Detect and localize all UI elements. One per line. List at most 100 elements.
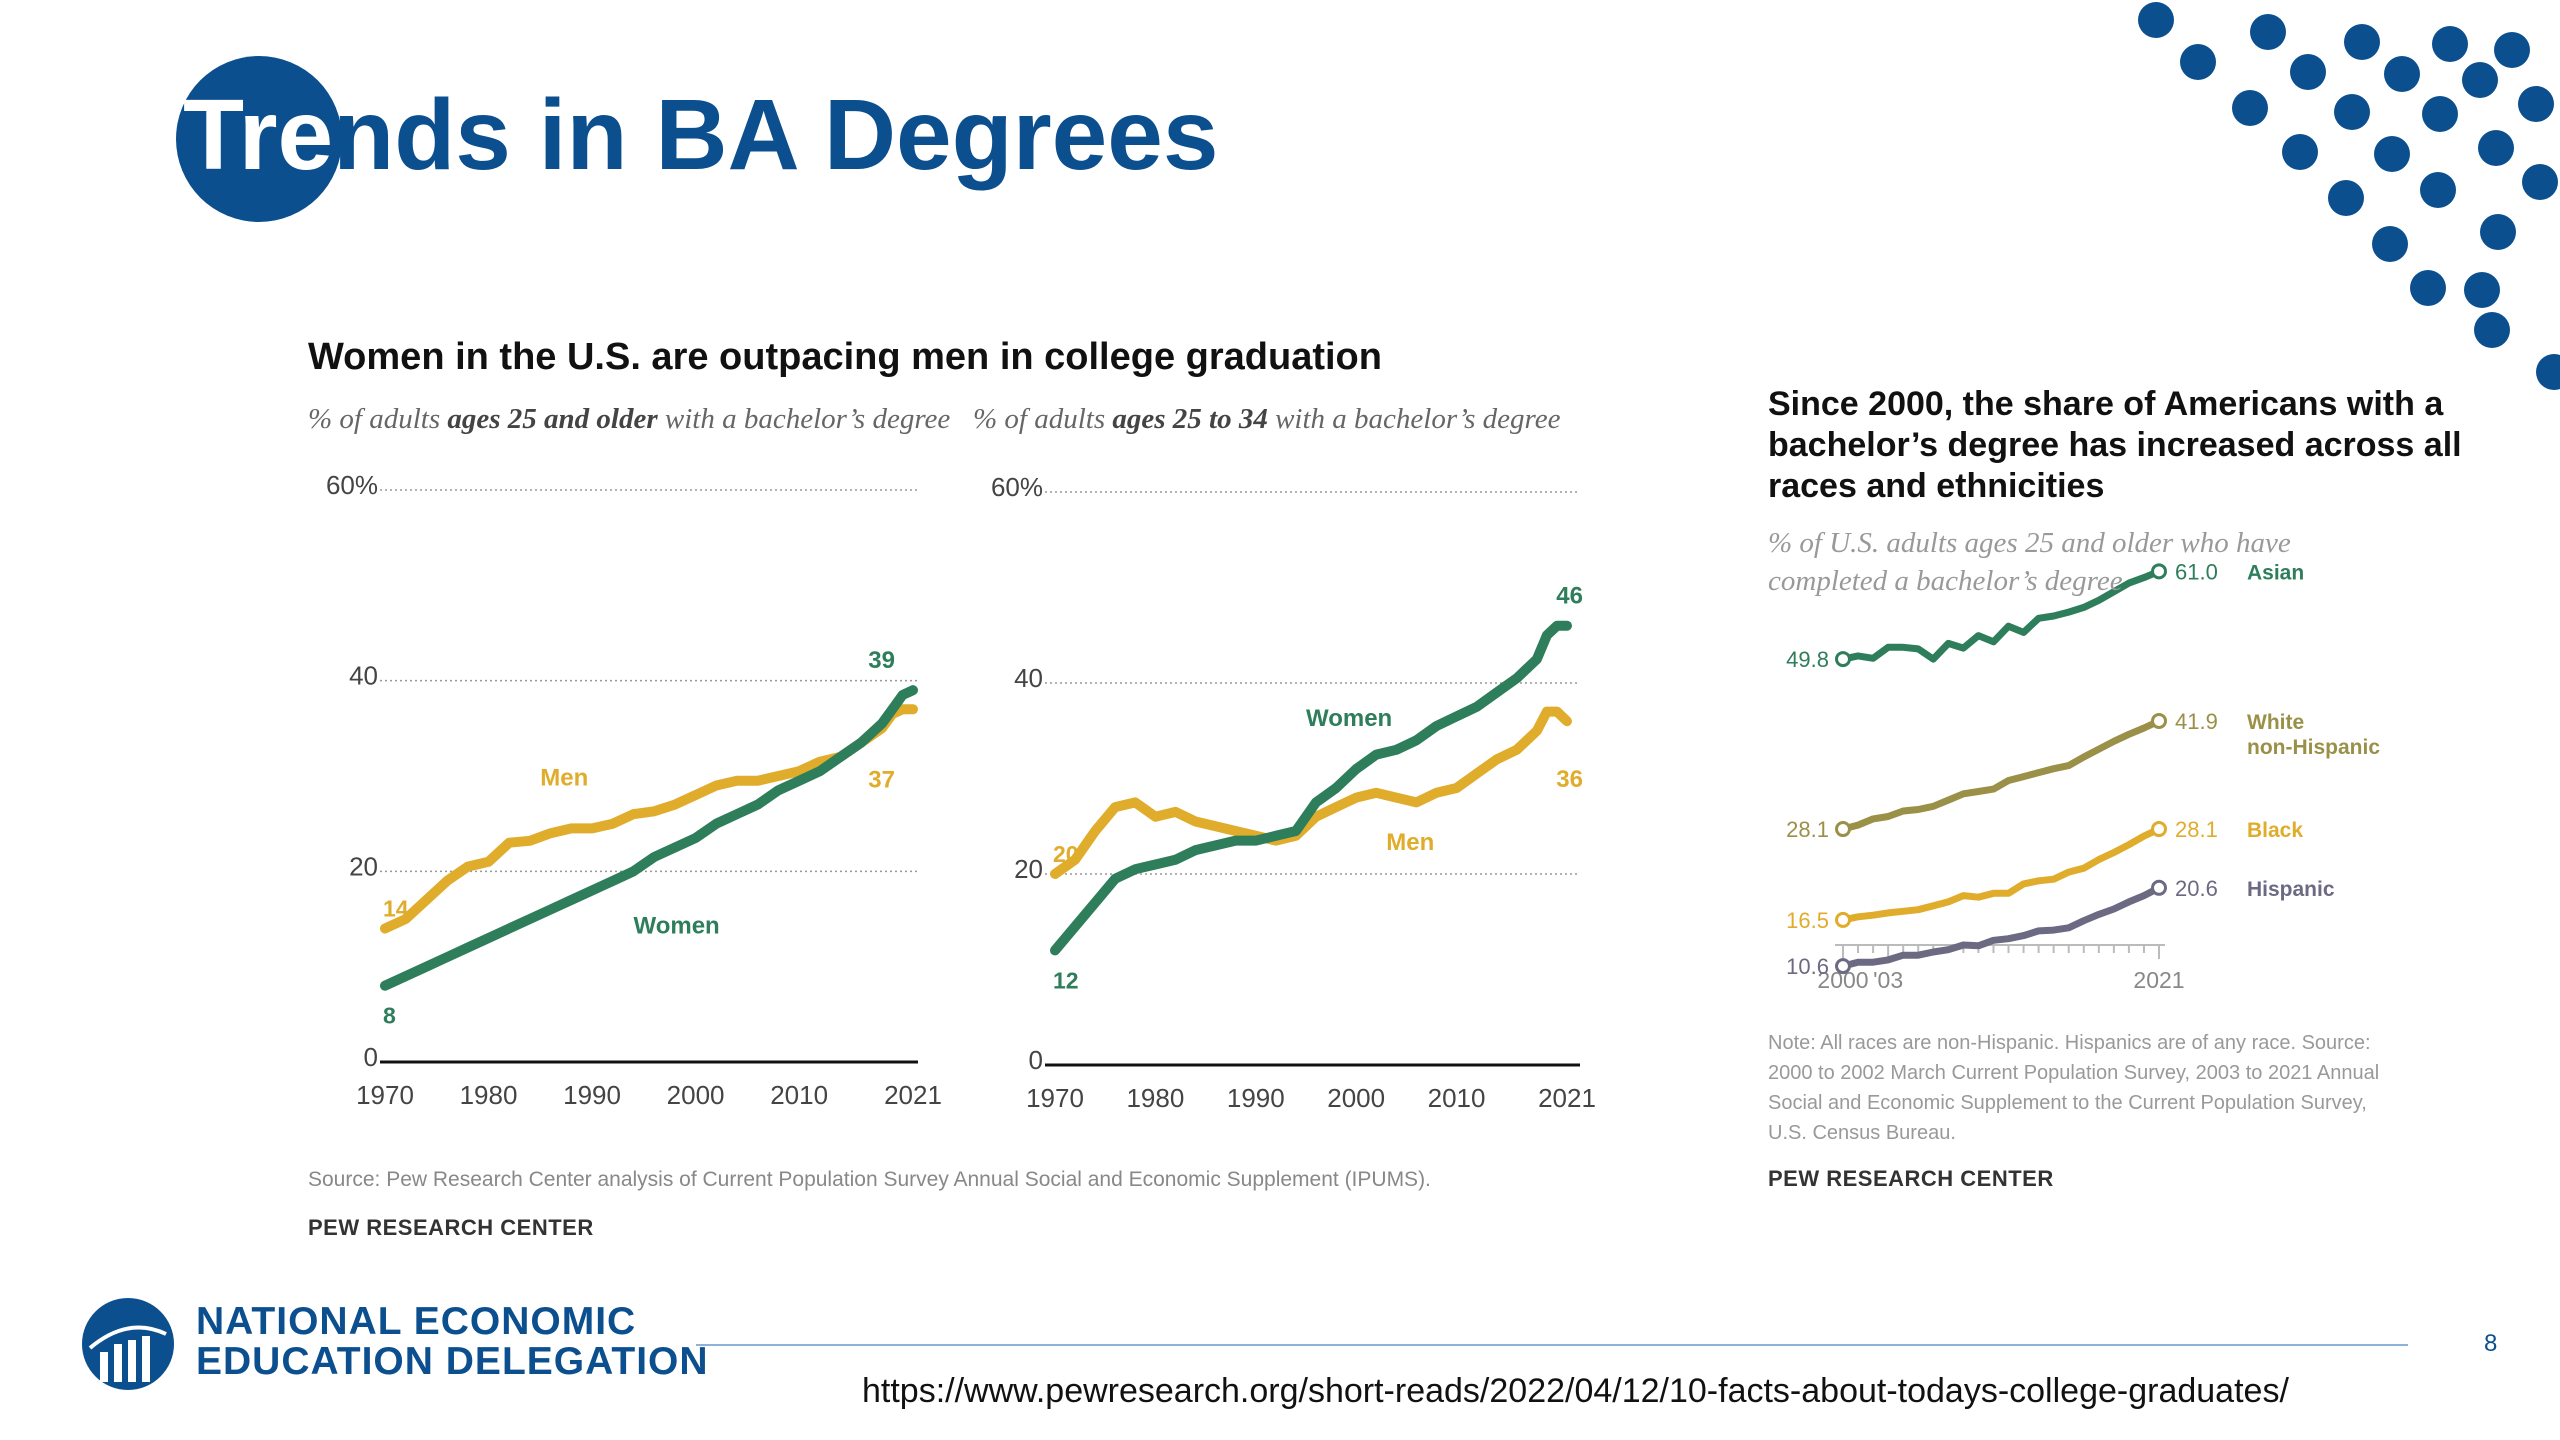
decor-dot-12 bbox=[2422, 96, 2458, 132]
chart2-men-start-label: 20 bbox=[1053, 841, 1079, 867]
chart2-subtitle-pre: % of adults bbox=[973, 403, 1113, 435]
decor-dot-19 bbox=[2480, 214, 2516, 250]
chart2-x-tick-label: 2010 bbox=[1428, 1083, 1486, 1113]
source-url-link[interactable]: https://www.pewresearch.org/short-reads/… bbox=[862, 1372, 2289, 1410]
chart3-white-non-hispanic-name-line2: non-Hispanic bbox=[2247, 736, 2380, 759]
right-chart-title: Since 2000, the share of Americans with … bbox=[1768, 385, 2462, 505]
chart2-x-tick-label: 1980 bbox=[1126, 1083, 1184, 1113]
chart2-x-tick-label: 2021 bbox=[1538, 1083, 1596, 1113]
chart1-subtitle: % of adults ages 25 and older with a bac… bbox=[308, 403, 950, 436]
chart3-series-white-non-hispanic-line bbox=[1842, 717, 2161, 833]
left-chart-title: Women in the U.S. are outpacing men in c… bbox=[308, 336, 1382, 378]
chart2-subtitle: % of adults ages 25 to 34 with a bachelo… bbox=[973, 403, 1561, 436]
chart2-women-end-label: 46 bbox=[1556, 583, 1583, 610]
chart3-series-black-line bbox=[1842, 825, 2161, 924]
chart3-white-non-hispanic-name-line1: White bbox=[2247, 711, 2304, 734]
right-chart-subtitle: % of U.S. adults ages 25 and older who h… bbox=[1768, 527, 2291, 597]
chart1-x-tick-label: 2000 bbox=[667, 1080, 725, 1110]
decor-dot-23 bbox=[2474, 312, 2510, 348]
chart3-x-tick-label: '03 bbox=[1873, 967, 1903, 993]
chart2-x-tick-label: 1970 bbox=[1026, 1083, 1084, 1113]
right-chart-note: Note: All races are non-Hispanic. Hispan… bbox=[1768, 1032, 2380, 1144]
chart2-series-women-line bbox=[1050, 620, 1572, 956]
slide-title: Trends in BA Degrees bbox=[183, 70, 1219, 200]
decor-dot-20 bbox=[2372, 226, 2408, 262]
chart3-black-end-label: 28.1 bbox=[2175, 817, 2218, 842]
footer-divider bbox=[696, 1344, 2408, 1346]
decor-dot-13 bbox=[2478, 130, 2514, 166]
chart1-series-men-line bbox=[380, 704, 918, 934]
decor-dot-10 bbox=[2232, 90, 2268, 126]
decor-dot-14 bbox=[2282, 134, 2318, 170]
chart3-white-non-hispanic-end-label: 41.9 bbox=[2175, 709, 2218, 734]
chart3-hispanic-end-label: 20.6 bbox=[2175, 876, 2218, 901]
organization-name: NATIONAL ECONOMIC EDUCATION DELEGATION bbox=[196, 1302, 709, 1382]
chart3-x-tick-label: 2000 bbox=[1817, 967, 1868, 993]
chart2-subtitle-bold: ages 25 to 34 bbox=[1112, 403, 1268, 435]
chart3-asian-start-marker bbox=[1835, 651, 1851, 668]
decor-dot-1 bbox=[2250, 14, 2286, 50]
chart3-hispanic-name-label: Hispanic bbox=[2247, 878, 2335, 901]
decor-dot-2 bbox=[2344, 24, 2380, 60]
chart2-y-tick-label: 20 bbox=[1014, 854, 1043, 884]
chart-2-group: 0 20 40 60% 1970 1980 1990 2000 2010 2021 20 12 36 46… bbox=[991, 472, 1596, 1113]
decor-dot-21 bbox=[2464, 272, 2500, 308]
decor-dot-3 bbox=[2432, 26, 2468, 62]
chart-1-group: 0 20 40 60% 1970 1980 1990 2000 2010 2021 14 8 37 39 M… bbox=[326, 470, 942, 1110]
chart1-subtitle-bold: ages 25 and older bbox=[447, 403, 658, 435]
chart1-x-tick-label: 1980 bbox=[460, 1080, 518, 1110]
chart1-women-series-label: Women bbox=[633, 912, 719, 939]
chart1-subtitle-post: with a bachelor’s degree bbox=[657, 403, 951, 435]
chart3-x-tick-label: 2021 bbox=[2133, 967, 2184, 993]
chart1-women-end-label: 39 bbox=[868, 647, 895, 674]
chart1-y-tick-label: 0 bbox=[364, 1042, 378, 1072]
chart3-white-non-hispanic-start-marker bbox=[1835, 821, 1851, 838]
chart3-white-non-hispanic-end-marker bbox=[2151, 712, 2167, 729]
chart2-x-tick-label: 2000 bbox=[1327, 1083, 1385, 1113]
decor-dot-24 bbox=[2536, 354, 2560, 390]
chart3-hispanic-start-marker bbox=[1835, 958, 1851, 975]
chart3-black-end-marker bbox=[2151, 821, 2167, 838]
chart3-black-start-label: 16.5 bbox=[1786, 908, 1829, 933]
chart3-black-start-marker bbox=[1835, 911, 1851, 928]
chart1-men-end-label: 37 bbox=[868, 766, 895, 793]
chart1-x-tick-label: 2010 bbox=[770, 1080, 828, 1110]
chart2-y-tick-label: 60% bbox=[991, 472, 1043, 502]
chart3-black-name-label: Black bbox=[2247, 819, 2303, 842]
chart1-series-women-line bbox=[380, 685, 918, 991]
chart2-men-end-label: 36 bbox=[1556, 766, 1583, 793]
chart3-white-non-hispanic-start-label: 28.1 bbox=[1786, 817, 1829, 842]
right-pew-credit: PEW RESEARCH CENTER bbox=[1768, 1166, 2054, 1191]
chart1-subtitle-pre: % of adults bbox=[308, 403, 448, 435]
page-number: 8 bbox=[2484, 1330, 2498, 1357]
slide-title-white-part: Tre bbox=[183, 79, 334, 191]
decor-dot-4 bbox=[2494, 32, 2530, 68]
chart2-y-tick-label: 0 bbox=[1029, 1045, 1043, 1075]
decor-dot-5 bbox=[2180, 44, 2216, 80]
org-name-line2: EDUCATION DELEGATION bbox=[196, 1340, 709, 1383]
left-pew-credit: PEW RESEARCH CENTER bbox=[308, 1215, 594, 1240]
decor-dot-9 bbox=[2518, 86, 2554, 122]
decor-dot-6 bbox=[2290, 54, 2326, 90]
decor-dot-17 bbox=[2328, 180, 2364, 216]
org-name-line1: NATIONAL ECONOMIC bbox=[196, 1300, 637, 1343]
chart3-series-hispanic-line bbox=[1842, 884, 2161, 970]
decor-dot-0 bbox=[2138, 2, 2174, 38]
chart3-hispanic-end-marker bbox=[2151, 879, 2167, 896]
decor-dot-11 bbox=[2334, 94, 2370, 130]
chart1-y-tick-label: 40 bbox=[349, 661, 378, 691]
chart3-asian-start-label: 49.8 bbox=[1786, 647, 1829, 672]
decor-dot-22 bbox=[2410, 270, 2446, 306]
chart1-men-start-label: 14 bbox=[383, 896, 409, 922]
chart2-men-series-label: Men bbox=[1386, 829, 1434, 856]
decor-dot-7 bbox=[2384, 56, 2420, 92]
chart1-men-series-label: Men bbox=[540, 765, 588, 792]
slide-title-blue-part: nds in BA Degrees bbox=[333, 79, 1219, 191]
chart1-women-start-label: 8 bbox=[383, 1003, 396, 1029]
title-circle-accent bbox=[176, 56, 342, 222]
chart2-women-series-label: Women bbox=[1306, 705, 1392, 732]
chart1-x-tick-label: 1970 bbox=[356, 1080, 414, 1110]
chart1-x-tick-label: 1990 bbox=[563, 1080, 621, 1110]
chart1-y-tick-label: 20 bbox=[349, 851, 378, 881]
